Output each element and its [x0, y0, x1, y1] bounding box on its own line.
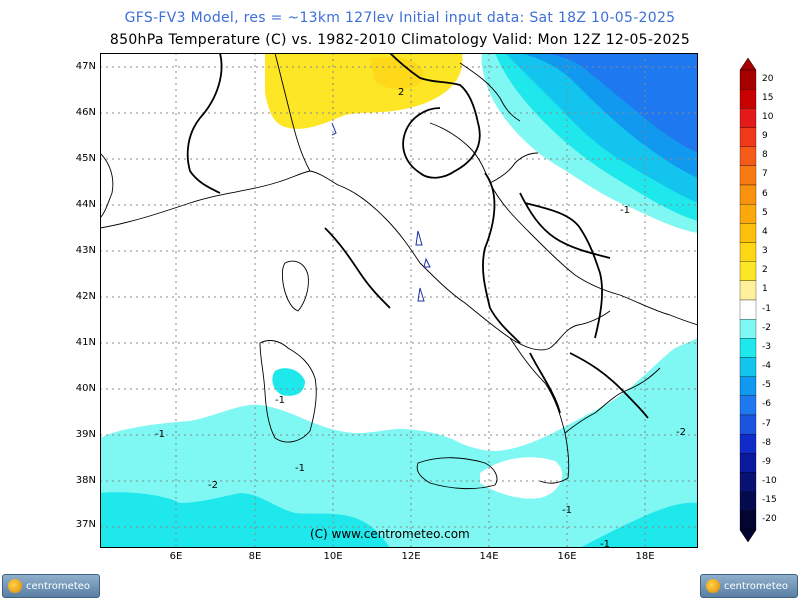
temperature-anomaly-map: -1 -1 -1 -1 -2 -2 -1 -1 2: [100, 53, 698, 548]
lon-label: 16E: [557, 551, 577, 562]
contour-label: -1: [275, 395, 285, 406]
scale-label: 1: [762, 284, 768, 295]
contour-label: -2: [676, 427, 686, 438]
scale-swatch: [739, 395, 757, 416]
lat-label: 43N: [75, 245, 96, 256]
scale-swatch: [739, 472, 757, 492]
lat-label: 37N: [75, 519, 96, 530]
scale-swatch: [739, 280, 757, 301]
scale-swatch: [739, 184, 757, 205]
scale-label: 4: [762, 226, 768, 237]
scale-label: -8: [762, 437, 771, 448]
contour-label: -1: [600, 539, 610, 548]
scale-arrow-top: [739, 58, 757, 71]
lon-label: 6E: [169, 551, 183, 562]
scale-label: 9: [762, 131, 768, 142]
chart-title-variable: 850hPa Temperature (C) vs. 1982-2010 Cli…: [109, 32, 691, 48]
scale-swatch: [739, 510, 757, 531]
scale-swatch: [739, 127, 757, 147]
cold-anomaly-ne-5: [540, 53, 698, 153]
lat-label: 45N: [75, 153, 96, 164]
scale-swatch: [739, 299, 757, 320]
scale-label: 20: [762, 73, 774, 84]
scale-swatch: [739, 319, 757, 339]
scale-label: -4: [762, 361, 771, 372]
lat-label: 47N: [75, 61, 96, 72]
centrometeo-logo-left[interactable]: centrometeo: [2, 574, 100, 598]
lat-label: 38N: [75, 475, 96, 486]
color-scale: [739, 58, 757, 542]
scale-swatch: [739, 434, 757, 454]
lon-label: 12E: [401, 551, 421, 562]
scale-arrow-bottom: [739, 529, 757, 542]
scale-swatch: [739, 376, 757, 396]
logo-text: centrometeo: [724, 580, 789, 592]
scale-label: -9: [762, 456, 771, 467]
cold-anomaly-s-2: [100, 492, 390, 548]
warm-anomaly-core: [370, 57, 424, 90]
lon-label: 10E: [323, 551, 343, 562]
scale-label: -7: [762, 418, 771, 429]
scale-swatch: [739, 89, 757, 109]
lon-label: 14E: [479, 551, 499, 562]
scale-label: -1: [762, 303, 771, 314]
lakes: [331, 122, 431, 302]
scale-swatch: [739, 223, 757, 243]
scale-label: -6: [762, 399, 771, 410]
lat-label: 41N: [75, 337, 96, 348]
globe-icon: [706, 579, 720, 593]
scale-label: 7: [762, 169, 768, 180]
scale-label: 8: [762, 150, 768, 161]
scale-label: -5: [762, 380, 771, 391]
lat-label: 44N: [75, 199, 96, 210]
scale-label: -2: [762, 322, 771, 333]
scale-swatch: [739, 69, 757, 90]
scale-swatch: [739, 108, 757, 128]
white-gap-ionian: [480, 457, 563, 499]
scale-label: 3: [762, 246, 768, 257]
scale-swatch: [739, 414, 757, 435]
scale-label: -10: [762, 476, 777, 487]
scale-swatch: [739, 338, 757, 358]
lat-label: 40N: [75, 383, 96, 394]
contour-label-group: -1 -1 -1 -1 -2 -2 -1 -1 2: [155, 87, 686, 548]
scale-label: -15: [762, 495, 777, 506]
scale-swatch: [739, 165, 757, 186]
lat-label: 46N: [75, 107, 96, 118]
coastlines: [100, 53, 698, 490]
contour-label: -1: [620, 205, 630, 216]
scale-swatch: [739, 357, 757, 377]
copyright-text: (C) www.centrometeo.com: [310, 527, 470, 541]
scale-label: 10: [762, 111, 774, 122]
scale-swatch: [739, 204, 757, 224]
contour-label: -2: [208, 480, 218, 491]
scale-label: 6: [762, 188, 768, 199]
scale-label: 2: [762, 265, 768, 276]
contour-lines: [186, 53, 649, 419]
logo-text: centrometeo: [26, 580, 91, 592]
scale-label: 5: [762, 207, 768, 218]
lon-label: 18E: [635, 551, 655, 562]
cold-anomaly-s-3: [580, 502, 698, 548]
lat-label: 39N: [75, 429, 96, 440]
centrometeo-logo-right[interactable]: centrometeo: [700, 574, 798, 598]
scale-swatch: [739, 261, 757, 281]
contour-label: 2: [398, 87, 404, 98]
scale-swatch: [739, 453, 757, 473]
globe-icon: [8, 579, 22, 593]
scale-swatch: [739, 242, 757, 262]
lon-label: 8E: [248, 551, 262, 562]
chart-title-model: GFS-FV3 Model, res = ~13km 127lev Initia…: [124, 10, 676, 26]
lat-label: 42N: [75, 291, 96, 302]
scale-label: -3: [762, 341, 771, 352]
scale-swatch: [739, 491, 757, 511]
contour-label: -1: [155, 429, 165, 440]
scale-label: 15: [762, 92, 774, 103]
scale-swatch: [739, 146, 757, 166]
scale-label: -20: [762, 514, 777, 525]
contour-label: -1: [562, 505, 572, 516]
contour-label: -1: [295, 463, 305, 474]
